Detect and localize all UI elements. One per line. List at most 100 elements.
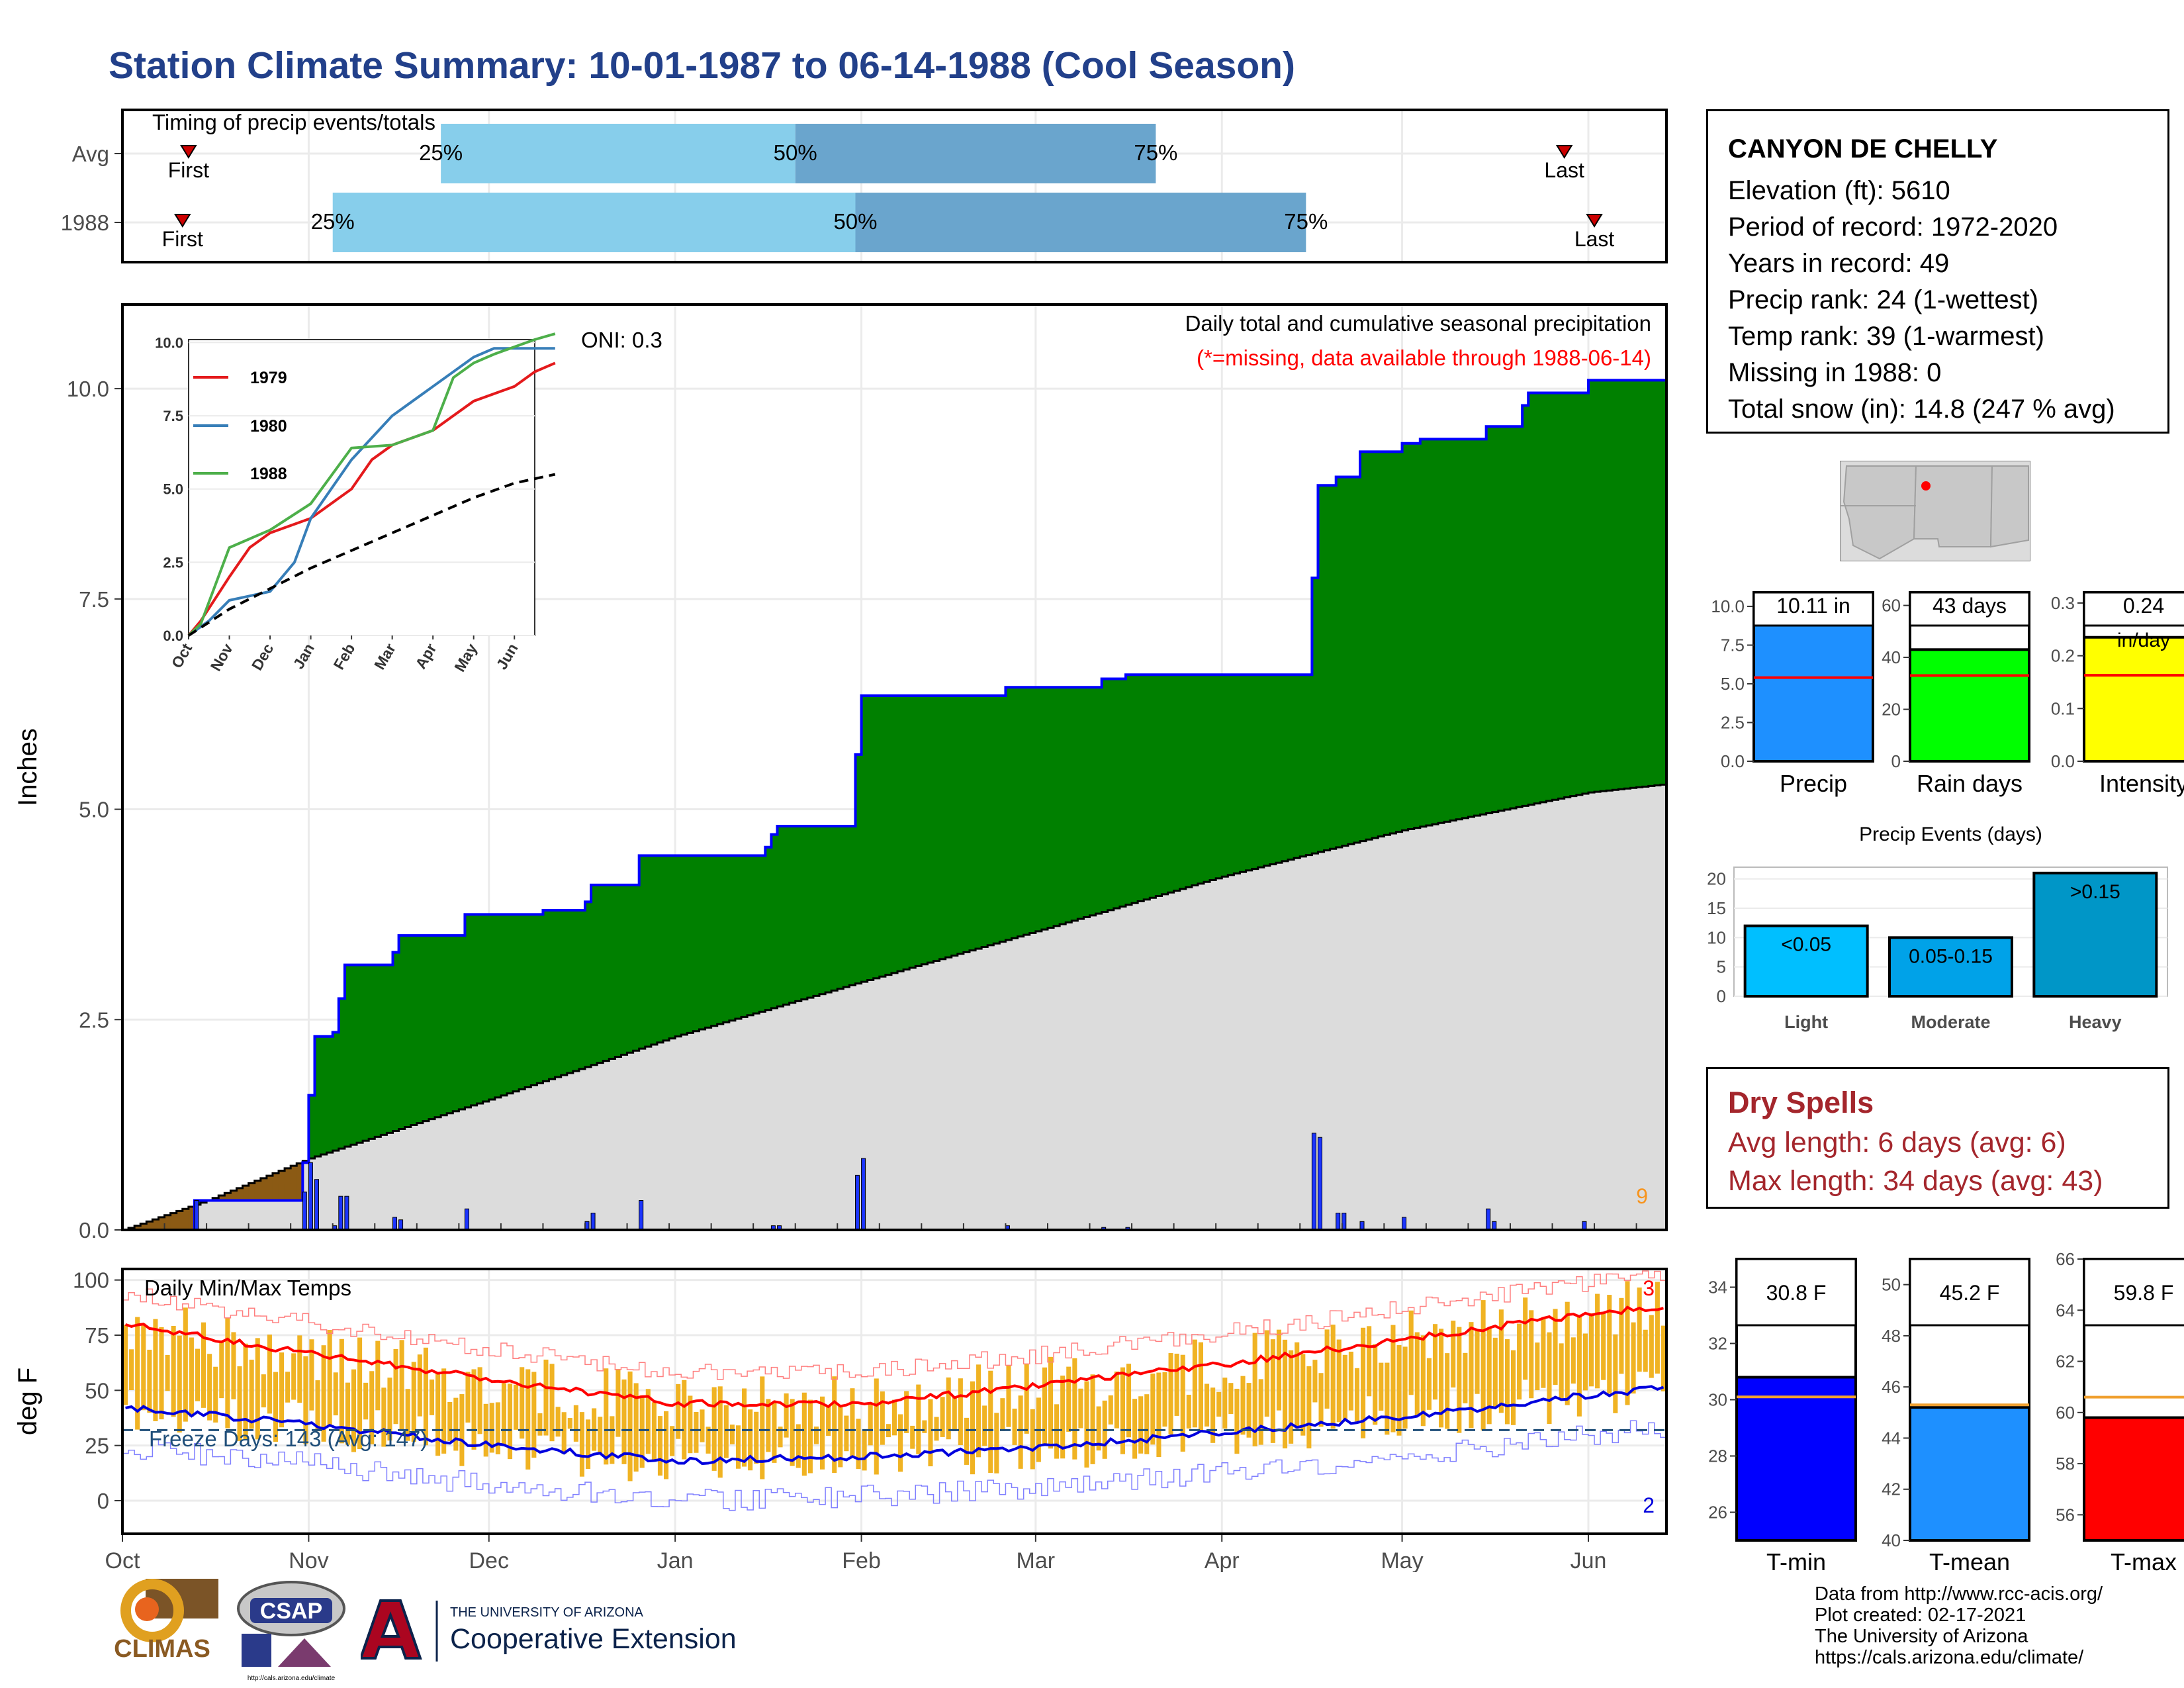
temp-daily-bar <box>351 1369 357 1452</box>
gauge-ytick-label: 5.0 <box>1721 674 1745 694</box>
inset-ytick-label: 5.0 <box>163 481 183 498</box>
temp-daily-bar <box>321 1345 326 1442</box>
events-ytick-label: 10 <box>1707 927 1726 947</box>
timing-last-marker <box>1586 214 1603 228</box>
temp-daily-bar <box>1631 1322 1636 1394</box>
gauge-ytick-label: 56 <box>2056 1505 2075 1524</box>
temp-daily-bar <box>1439 1329 1444 1428</box>
temp-daily-bar <box>639 1395 645 1468</box>
temp-daily-bar <box>1300 1354 1306 1436</box>
events-bar <box>1743 924 1869 998</box>
precip-daily-bar <box>1311 1133 1316 1231</box>
temp-daily-bar <box>514 1384 519 1430</box>
temp-xtick-label: Jun <box>1570 1548 1607 1572</box>
dry-spells-max: Max length: 34 days (avg: 43) <box>1728 1165 2103 1197</box>
gauge-value-box <box>1735 1258 1857 1327</box>
inset-series-line <box>187 332 556 637</box>
inset-series-line <box>187 361 556 637</box>
station-temp-rank: Temp rank: 39 (1-warmest) <box>1728 322 2044 351</box>
timing-last-label: Last <box>1544 158 1584 182</box>
temp-daily-bar <box>1270 1339 1275 1443</box>
temp-daily-bar <box>952 1397 957 1432</box>
temp-daily-bar <box>429 1380 435 1415</box>
temp-daily-bar <box>772 1403 777 1463</box>
station-elevation: Elevation (ft): 5610 <box>1728 176 1950 205</box>
temp-daily-bar <box>1198 1342 1204 1432</box>
gauge-ytick-label: 48 <box>1882 1326 1901 1346</box>
temp-daily-bar <box>934 1417 939 1441</box>
timing-first-label: First <box>162 227 203 251</box>
temp-daily-bar <box>970 1381 976 1475</box>
temp-gauges-chart: 26 28 30 32 34 30.8 F T-min 40 42 44 46 48 50 45.2 F T… <box>1708 1249 2184 1575</box>
timing-first-marker <box>180 145 197 159</box>
temp-daily-bar <box>1336 1339 1342 1423</box>
temp-daily-bar <box>1006 1364 1011 1427</box>
temp-daily-bar <box>1162 1372 1167 1427</box>
timing-bar-25-50 <box>332 193 856 252</box>
temp-daily-bar <box>357 1337 363 1449</box>
temp-xtick-label: Oct <box>105 1548 140 1572</box>
temp-daily-bar <box>1072 1358 1077 1460</box>
temp-daily-bar <box>1054 1404 1060 1459</box>
temp-daily-bar <box>1396 1345 1402 1436</box>
temp-daily-bar <box>958 1378 963 1446</box>
temp-daily-bar <box>1463 1352 1468 1403</box>
temp-daily-bar <box>255 1338 260 1440</box>
temp-daily-bar <box>868 1404 873 1446</box>
temp-daily-bar <box>327 1330 332 1426</box>
temp-xtick-label: Jan <box>657 1548 694 1572</box>
temp-daily-bar <box>1480 1300 1486 1430</box>
precip-gauges-chart: 0.0 2.5 5.0 7.5 10.0 10.11 in Precip 0 20 40 60 43 … <box>1711 591 2184 797</box>
temp-frame <box>121 1268 1668 1535</box>
gauge-ytick-label: 10.0 <box>1711 596 1745 616</box>
temp-daily-bar <box>1420 1335 1426 1427</box>
temp-daily-bar <box>1613 1334 1618 1413</box>
temp-daily-bar <box>405 1389 410 1441</box>
temp-daily-bar <box>627 1371 633 1481</box>
temp-daily-bar <box>916 1384 921 1454</box>
precip-daily-bar <box>1486 1208 1491 1231</box>
gauge-ytick-label: 0 <box>1891 751 1901 771</box>
temp-daily-bar <box>796 1424 801 1468</box>
precip-daily-bar <box>194 1200 199 1231</box>
temp-daily-bar <box>1559 1343 1564 1401</box>
temp-daily-bar <box>1661 1325 1666 1391</box>
temp-daily-bar <box>610 1416 615 1464</box>
temp-daily-bar <box>1228 1383 1234 1415</box>
temp-xtick-label: Feb <box>842 1548 881 1572</box>
gauge-value-text: 30.8 F <box>1766 1281 1827 1305</box>
temp-daily-bar <box>123 1325 128 1405</box>
temp-daily-bar <box>1342 1354 1347 1422</box>
timing-bar-25-50 <box>441 124 796 183</box>
temp-xtick-label: Nov <box>289 1548 328 1572</box>
temp-daily-bar <box>807 1399 813 1474</box>
gauge-ytick-label: 0.0 <box>1721 751 1745 771</box>
gauge-ytick-label: 20 <box>1882 700 1901 720</box>
temp-daily-bar <box>1408 1310 1414 1395</box>
temp-daily-bar <box>1150 1374 1156 1445</box>
temp-daily-bar <box>579 1412 584 1477</box>
temp-daily-bar <box>1324 1329 1330 1409</box>
timing-last-marker <box>1555 145 1573 159</box>
gauge-bar <box>1909 1406 2030 1542</box>
temp-daily-bar <box>1451 1321 1456 1388</box>
temp-daily-bar <box>1289 1350 1294 1444</box>
temp-daily-bar <box>1535 1342 1540 1391</box>
ua-big-text: Cooperative Extension <box>450 1623 737 1655</box>
temp-daily-bar <box>1246 1383 1251 1438</box>
temp-daily-bar <box>742 1388 747 1467</box>
temp-daily-bar <box>1414 1332 1420 1416</box>
temp-daily-bar <box>844 1415 849 1452</box>
temp-daily-bar <box>717 1386 723 1478</box>
temp-daily-bar <box>1426 1358 1432 1410</box>
ua-small-text: THE UNIVERSITY OF ARIZONA <box>450 1605 644 1620</box>
temp-daily-bar <box>1625 1281 1630 1405</box>
temp-daily-bar <box>1432 1324 1438 1400</box>
temp-daily-bar <box>1576 1316 1582 1417</box>
temp-daily-bar <box>183 1307 188 1422</box>
timing-p25-label: 25% <box>311 209 355 234</box>
temp-daily-bar <box>1030 1409 1035 1470</box>
temp-daily-bar <box>748 1409 753 1471</box>
inset-legend-label: 1980 <box>250 417 287 436</box>
temp-daily-bar <box>1108 1395 1113 1425</box>
